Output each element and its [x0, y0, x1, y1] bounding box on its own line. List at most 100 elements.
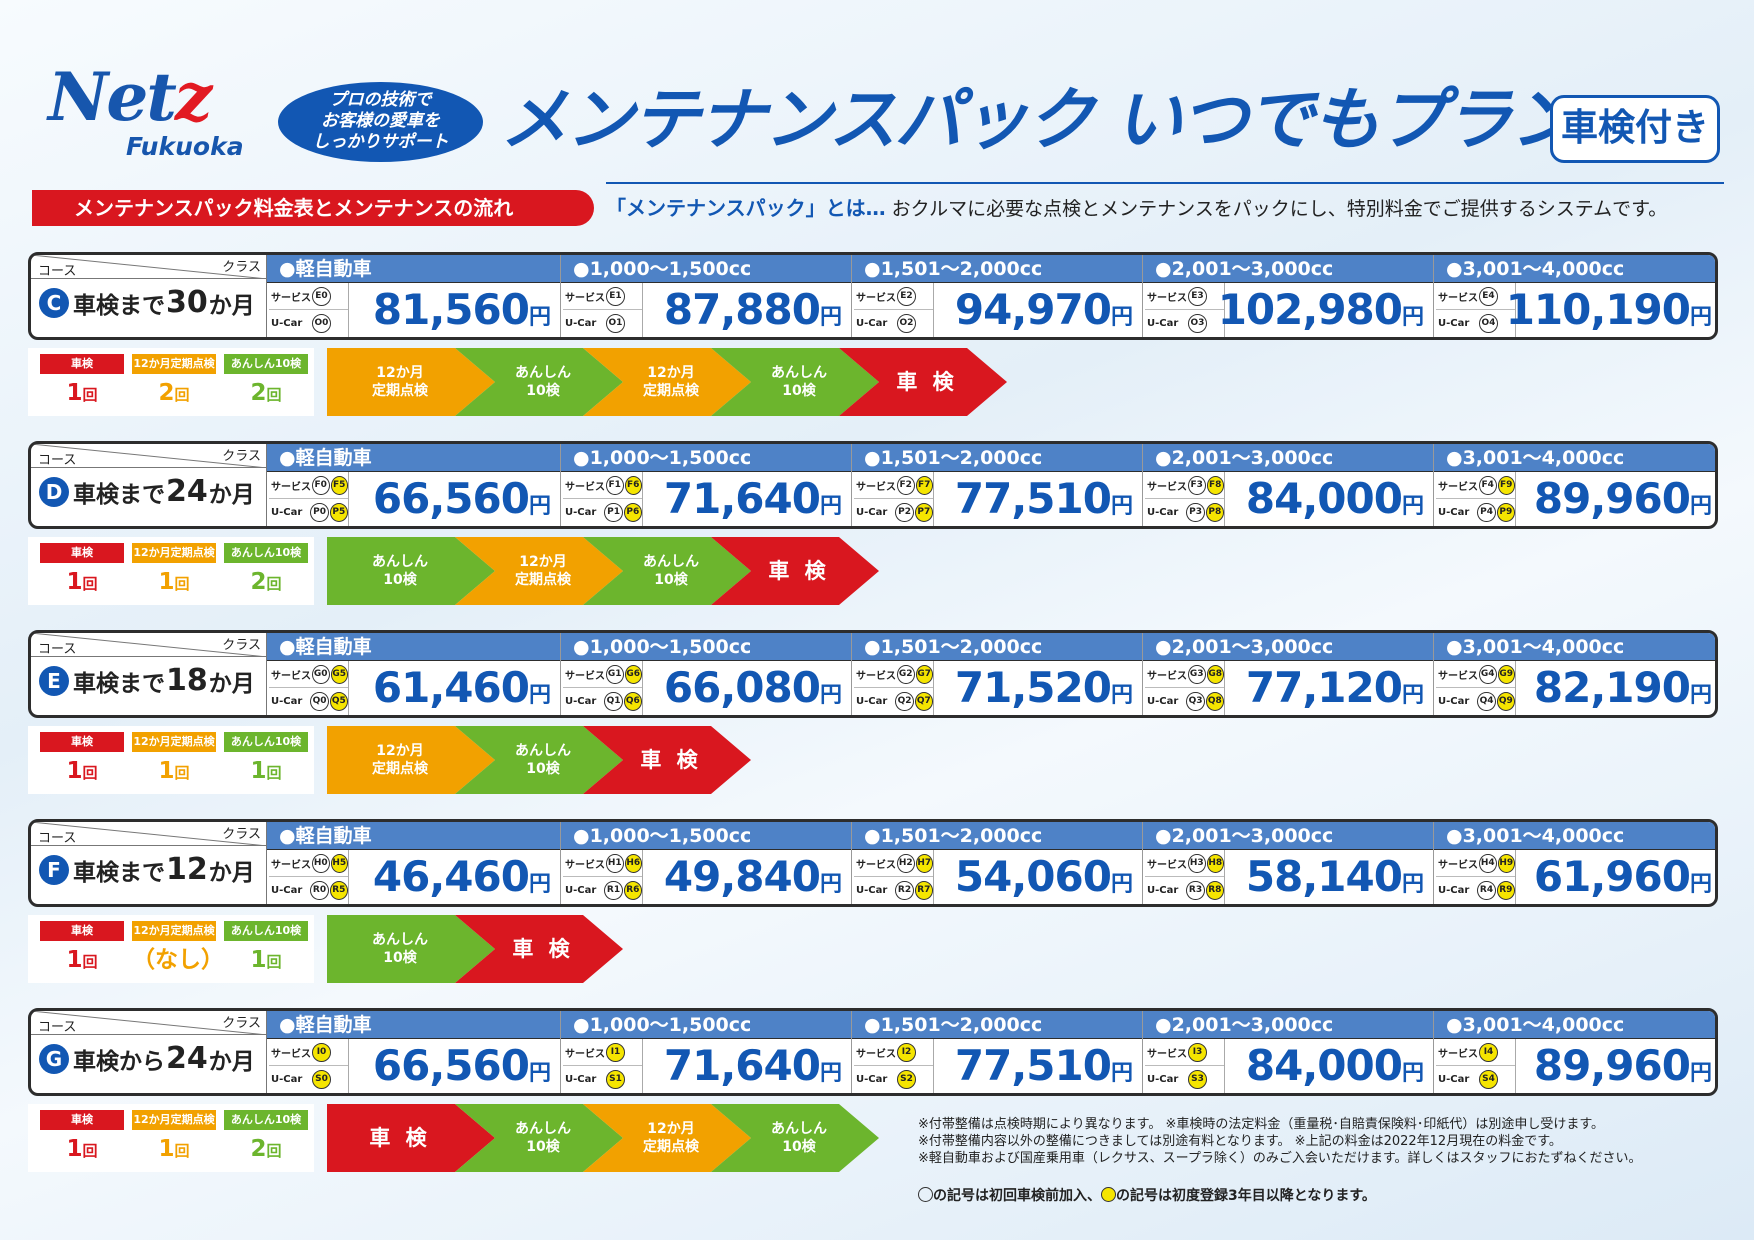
price: 81,560円	[373, 285, 551, 337]
count-label: 車検	[40, 921, 124, 941]
plan-code: P6	[623, 503, 642, 522]
course-name-pre: 車検まで	[73, 670, 165, 697]
class-header: ●2,001～3,000cc	[1143, 633, 1433, 661]
code-row: サービス H4 H9	[1436, 850, 1515, 877]
course-name-post: か月	[208, 481, 255, 508]
plan-code: G4	[1479, 664, 1497, 684]
plan-codes: サービス F1 F6 U-Car P1 P6	[563, 472, 643, 526]
code-row: U-Car O3	[1145, 310, 1224, 337]
plan-codes: サービス I1 U-Car S1	[563, 1039, 643, 1093]
code-row-label: サービス	[856, 292, 896, 304]
plan-codes: サービス E3 U-Car O3	[1145, 283, 1225, 337]
code-row: U-Car S2	[854, 1066, 933, 1093]
code-row: U-Car O0	[269, 310, 348, 337]
plan-code: E1	[606, 286, 625, 306]
plan-code: I1	[606, 1042, 625, 1062]
description: 「メンテナンスパック」とは… おクルマに必要な点検とメンテナンスをパックにし、特…	[606, 190, 1667, 226]
course-title-cell: コース クラス D 車検まで 24 か月	[31, 444, 267, 526]
plan-code: H4	[1479, 853, 1497, 873]
count-unit: 回	[266, 953, 282, 971]
class-header: ●1,000～1,500cc	[561, 255, 851, 283]
code-row: サービス G1 G6	[563, 661, 642, 688]
course-C: コース クラス C 車検まで 30 か月 ●軽自動車 サービス E0 U-Car O0 81,560円…	[28, 252, 1718, 340]
plan-code: H5	[330, 853, 348, 873]
plan-code: R8	[1205, 881, 1224, 900]
plan-code: F3	[1188, 475, 1206, 495]
price-cell-body: サービス H1 H6 U-Car R1 R6 49,840円	[561, 850, 851, 904]
class-header: ●1,501～2,000cc	[852, 822, 1142, 850]
description-text: おクルマに必要な点検とメンテナンスをパックにし、特別料金でご提供するシステムです…	[885, 198, 1668, 220]
count-value: 1回	[132, 563, 216, 603]
count-anshin10: あんしん10検 2回	[224, 543, 308, 603]
price-cell: ●1,501～2,000cc サービス I2 U-Car S2 77,510円	[852, 1011, 1143, 1093]
course-title-cell: コース クラス C 車検まで 30 か月	[31, 255, 267, 337]
plan-codes: サービス F2 F7 U-Car P2 P7	[854, 472, 934, 526]
count-unit: 回	[266, 764, 282, 782]
price-value: 87,880	[663, 285, 821, 334]
course-class-header: コース クラス	[31, 444, 267, 468]
price-cell-body: サービス F4 F9 U-Car P4 P9 89,960円	[1434, 472, 1715, 526]
code-row-label: U-Car	[271, 885, 303, 896]
count-unit: 回	[174, 764, 190, 782]
class-header: ●軽自動車	[267, 822, 560, 850]
plan-code: I4	[1479, 1042, 1498, 1062]
code-row-label: サービス	[271, 1048, 311, 1060]
price-cell-body: サービス H2 H7 U-Car R2 R7 54,060円	[852, 850, 1142, 904]
course-label: コース	[38, 453, 77, 468]
plan-code: I2	[897, 1042, 916, 1062]
code-row: U-Car P2 P7	[854, 499, 933, 526]
price: 71,640円	[664, 474, 842, 526]
price-value: 94,970	[954, 285, 1112, 334]
code-row: サービス G4 G9	[1436, 661, 1515, 688]
code-row: U-Car S1	[563, 1066, 642, 1093]
count-number: （なし）	[132, 947, 224, 973]
plan-code: G2	[897, 664, 915, 684]
flow-step-tenken12: 12か月 定期点検	[583, 1104, 751, 1172]
code-row: U-Car O4	[1436, 310, 1515, 337]
flow-step-anshin10: あんしん 10検	[327, 915, 495, 983]
class-header: ●2,001～3,000cc	[1143, 822, 1433, 850]
plan-codes: サービス G3 G8 U-Car Q3 Q8	[1145, 661, 1225, 715]
count-label: 12か月定期点検	[132, 543, 216, 563]
class-label: クラス	[222, 638, 261, 653]
yen-unit: 円	[528, 494, 551, 519]
plan-code: Q7	[914, 692, 933, 711]
maintenance-counts: 車検 1回 12か月定期点検 1回 あんしん10検 2回	[28, 537, 314, 605]
class-header: ●1,501～2,000cc	[852, 444, 1142, 472]
plan-codes: サービス H2 H7 U-Car R2 R7	[854, 850, 934, 904]
price-cell: ●軽自動車 サービス I0 U-Car S0 66,560円	[267, 1011, 561, 1093]
tagline-oval: プロの技術で お客様の愛車を しっかりサポート	[278, 82, 483, 162]
course-title-cell: コース クラス F 車検まで 12 か月	[31, 822, 267, 904]
plan-code: P5	[329, 503, 348, 522]
footnotes: ※付帯整備は点検時期により異なります。 ※車検時の法定料金（重量税･自賠責保険料…	[918, 1117, 1642, 1166]
plan-code: S0	[312, 1070, 331, 1089]
plan-codes: サービス H1 H6 U-Car R1 R6	[563, 850, 643, 904]
plan-code: R5	[329, 881, 348, 900]
plan-code: H3	[1188, 853, 1206, 873]
course-label: コース	[38, 642, 77, 657]
plan-code: S1	[606, 1070, 625, 1089]
plan-codes: サービス F4 F9 U-Car P4 P9	[1436, 472, 1516, 526]
code-row-label: U-Car	[1438, 885, 1470, 896]
count-number: 2	[250, 1136, 267, 1162]
count-shaken: 車検 1回	[40, 921, 124, 981]
price-cell: ●2,001～3,000cc サービス H3 H8 U-Car R3 R8 58,140円	[1143, 822, 1434, 904]
plan-code: F9	[1497, 475, 1515, 495]
price-cell: ●2,001～3,000cc サービス F3 F8 U-Car P3 P8 84,000円	[1143, 444, 1434, 526]
price-cell-body: サービス F0 F5 U-Car P0 P5 66,560円	[267, 472, 560, 526]
yen-unit: 円	[1401, 872, 1424, 897]
code-row: U-Car R1 R6	[563, 877, 642, 904]
yen-unit: 円	[1110, 305, 1133, 330]
code-row: U-Car P3 P8	[1145, 499, 1224, 526]
code-row: サービス E2	[854, 283, 933, 310]
code-row: サービス H2 H7	[854, 850, 933, 877]
plan-code: R4	[1477, 881, 1496, 900]
plan-code: Q6	[623, 692, 642, 711]
yen-unit: 円	[1689, 872, 1712, 897]
legend-white-text: の記号は初回車検前加入、	[933, 1188, 1101, 1204]
code-row-label: サービス	[856, 859, 896, 871]
plan-code: F7	[915, 475, 933, 495]
code-row-label: U-Car	[856, 507, 888, 518]
price: 89,960円	[1534, 474, 1712, 526]
course-title-cell: コース クラス E 車検まで 18 か月	[31, 633, 267, 715]
